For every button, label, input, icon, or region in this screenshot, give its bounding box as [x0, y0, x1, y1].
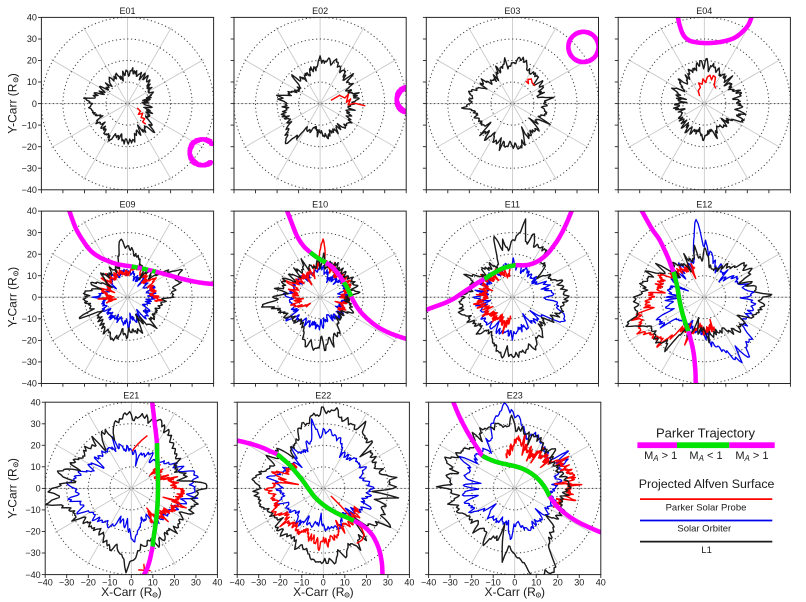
svg-text:L1: L1	[701, 545, 712, 556]
svg-text:40: 40	[212, 577, 222, 587]
svg-text:−30: −30	[442, 577, 457, 587]
svg-text:40: 40	[596, 577, 606, 587]
svg-text:30: 30	[191, 577, 201, 587]
svg-text:0: 0	[32, 292, 37, 302]
svg-text:X-Carr (R: X-Carr (R	[485, 585, 537, 599]
svg-text:10: 10	[27, 77, 37, 87]
svg-text:MA < 1: MA < 1	[689, 450, 722, 463]
svg-text:−20: −20	[22, 142, 37, 152]
svg-text:10: 10	[531, 577, 541, 587]
svg-text:E22: E22	[315, 391, 331, 401]
svg-text:−40: −40	[25, 570, 40, 580]
svg-text:Projected Alfven Surface: Projected Alfven Surface	[639, 477, 775, 491]
svg-text:0: 0	[36, 484, 41, 494]
svg-text:Parker Solar Probe: Parker Solar Probe	[666, 503, 747, 514]
svg-text:−10: −10	[25, 505, 40, 515]
svg-text:X-Carr (R: X-Carr (R	[293, 585, 345, 599]
svg-text:30: 30	[27, 228, 37, 238]
svg-text:10: 10	[31, 462, 41, 472]
svg-text:0: 0	[321, 577, 326, 587]
svg-text:40: 40	[27, 206, 37, 216]
svg-text:Y-Carr (R: Y-Carr (R	[6, 83, 20, 134]
svg-text:−40: −40	[38, 577, 53, 587]
svg-text:40: 40	[404, 577, 414, 587]
svg-text:0: 0	[32, 99, 37, 109]
svg-text:10: 10	[148, 577, 158, 587]
svg-text:0: 0	[512, 577, 517, 587]
svg-text:−40: −40	[421, 577, 436, 587]
svg-text:X-Carr (R: X-Carr (R	[101, 585, 153, 599]
svg-text:−40: −40	[22, 185, 37, 195]
svg-text:20: 20	[553, 577, 563, 587]
svg-text:Solar Orbiter: Solar Orbiter	[677, 524, 731, 535]
svg-text:−30: −30	[251, 577, 266, 587]
svg-text:0: 0	[129, 577, 134, 587]
svg-text:): )	[6, 73, 20, 77]
svg-text:−20: −20	[81, 577, 96, 587]
svg-text:−40: −40	[22, 379, 37, 389]
svg-text:MA > 1: MA > 1	[644, 450, 677, 463]
svg-text:30: 30	[31, 419, 41, 429]
svg-text:E12: E12	[696, 200, 712, 210]
svg-text:−10: −10	[486, 577, 501, 587]
svg-text:): )	[6, 458, 20, 462]
svg-text:−10: −10	[22, 120, 37, 130]
svg-text:): )	[6, 267, 20, 271]
svg-text:20: 20	[27, 249, 37, 259]
svg-text:40: 40	[31, 397, 41, 407]
svg-text:−20: −20	[22, 336, 37, 346]
svg-text:−30: −30	[25, 548, 40, 558]
svg-text:−20: −20	[464, 577, 479, 587]
svg-text:20: 20	[361, 577, 371, 587]
svg-text:): )	[541, 585, 545, 599]
svg-text:E10: E10	[312, 200, 328, 210]
svg-text:10: 10	[340, 577, 350, 587]
svg-text:E09: E09	[119, 200, 135, 210]
svg-text:30: 30	[574, 577, 584, 587]
svg-text:−30: −30	[22, 163, 37, 173]
svg-text:Y-Carr (R: Y-Carr (R	[6, 468, 20, 519]
svg-text:−10: −10	[102, 577, 117, 587]
svg-text:20: 20	[27, 56, 37, 66]
svg-text:10: 10	[27, 271, 37, 281]
svg-text:−10: −10	[22, 314, 37, 324]
svg-text:30: 30	[383, 577, 393, 587]
svg-text:40: 40	[27, 13, 37, 23]
svg-text:30: 30	[27, 34, 37, 44]
svg-text:−20: −20	[273, 577, 288, 587]
svg-text:E02: E02	[312, 6, 328, 16]
svg-text:E21: E21	[123, 391, 139, 401]
svg-text:Y-Carr (R: Y-Carr (R	[6, 277, 20, 328]
svg-text:E03: E03	[504, 6, 520, 16]
svg-text:20: 20	[31, 441, 41, 451]
svg-text:): )	[158, 585, 162, 599]
svg-text:20: 20	[169, 577, 179, 587]
svg-text:−30: −30	[22, 357, 37, 367]
svg-text:−30: −30	[59, 577, 74, 587]
svg-text:−20: −20	[25, 527, 40, 537]
svg-text:): )	[350, 585, 354, 599]
svg-text:Parker Trajectory: Parker Trajectory	[656, 426, 755, 441]
svg-text:E04: E04	[696, 6, 712, 16]
svg-text:MA > 1: MA > 1	[735, 450, 768, 463]
svg-text:E01: E01	[119, 6, 135, 16]
svg-text:−40: −40	[230, 577, 245, 587]
svg-text:E11: E11	[505, 200, 520, 210]
svg-text:−10: −10	[294, 577, 309, 587]
svg-text:E23: E23	[507, 391, 523, 401]
